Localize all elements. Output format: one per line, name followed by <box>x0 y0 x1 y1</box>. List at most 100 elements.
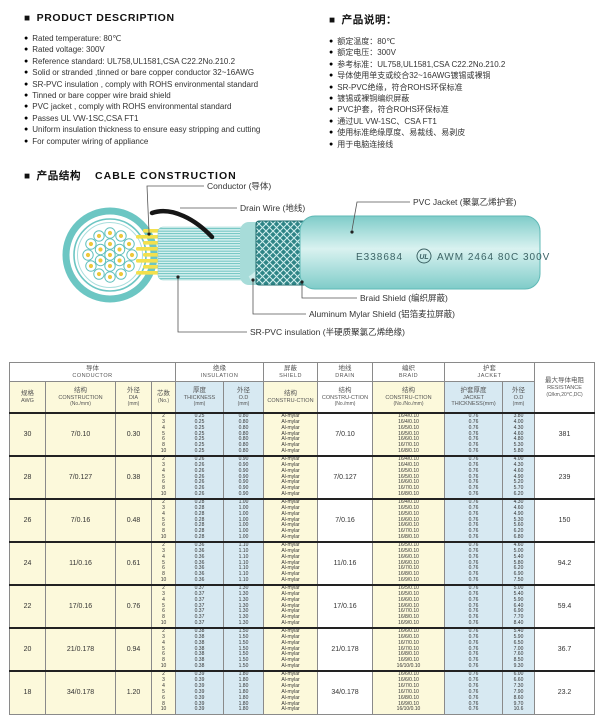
jacket-od-line: 10.6 <box>513 706 524 713</box>
cell-dia: 0.48 <box>115 498 152 543</box>
bullet-text: 镀锡或裸铜编织屏蔽 <box>337 94 410 104</box>
ins-od-line: 1.10 <box>238 542 249 549</box>
jacket-od-line: 5.80 <box>513 448 524 455</box>
square-bullet-icon: ■ <box>24 171 31 182</box>
cell-awg: 20 <box>9 627 46 672</box>
cell-braid: 16/4/0.10 16/4/0.10 16/5/0.10 16/5/0.10 16/6… <box>372 412 445 457</box>
shield-line: Al-mylar <box>281 522 300 529</box>
column-header: 结构 CONSTRU-CTION <box>263 381 318 414</box>
jacket-thickness-line: 0.76 <box>468 547 479 554</box>
cell-jacket-thickness: 0.76 0.76 0.76 0.76 0.76 0.76 0.76 <box>444 670 503 715</box>
core-count-line: 8 <box>162 700 165 707</box>
group-header: 编织 BRAID <box>372 362 445 382</box>
bullet-item-cn: ● 导体使用单支或绞合32~16AWG镀锡或裸铜 <box>329 70 594 81</box>
shield-line: Al-mylar <box>281 553 300 560</box>
jacket-od-line: 3.80 <box>513 413 524 420</box>
column-header: 外径 O.D (mm) <box>223 381 264 414</box>
ins-thickness-line: 0.38 <box>194 663 205 670</box>
cell-awg: 18 <box>9 670 46 715</box>
column-header-en: THICKNESS <box>183 394 216 401</box>
shield-line: Al-mylar <box>281 602 300 609</box>
jacket-od-line: 5.00 <box>513 585 524 592</box>
ins-thickness-line: 0.26 <box>194 456 205 463</box>
shield-line: Al-mylar <box>281 430 300 437</box>
jacket-od-line: 6.20 <box>513 528 524 535</box>
cell-cores: 2 3 4 5 6 8 10 <box>151 412 176 457</box>
cell-construction: 17/0.16 <box>45 584 116 629</box>
bullet-text: Passes UL VW-1SC,CSA FT1 <box>32 113 139 123</box>
ins-od-line: 1.80 <box>238 706 249 713</box>
shield-line: Al-mylar <box>281 577 300 584</box>
cable-cross-section <box>62 207 158 303</box>
shield-line: Al-mylar <box>281 413 300 420</box>
jacket-od-line: 4.30 <box>513 499 524 506</box>
bullet-text: 使用标准绝缘厚度、易裁线、易剥皮 <box>337 128 466 138</box>
braid-line: 16/6/0.10 <box>398 516 419 523</box>
shield-line: Al-mylar <box>281 461 300 468</box>
wire-core-dot <box>118 233 124 239</box>
shield-line: Al-mylar <box>281 651 300 658</box>
bullet-item-en: ● PVC jacket , comply with ROHS environme… <box>24 101 329 112</box>
core-count-line: 4 <box>162 639 165 646</box>
cell-shield: Al-mylar Al-mylar Al-mylar Al-mylar Al-mylar… <box>263 455 318 500</box>
ins-thickness-line: 0.28 <box>194 528 205 535</box>
jacket-thickness-line: 0.76 <box>468 473 479 480</box>
braid-leader <box>301 283 357 299</box>
jacket-od-line: 4.60 <box>513 430 524 437</box>
braid-line: 16/6/0.10 <box>398 479 419 486</box>
shield-line: Al-mylar <box>281 485 300 492</box>
jacket-thickness-line: 0.76 <box>468 522 479 529</box>
cell-resistance: 239 <box>534 455 595 500</box>
cell-resistance: 23.2 <box>534 670 595 715</box>
cell-drain: 17/0.16 <box>317 584 373 629</box>
ins-thickness-line: 0.36 <box>194 547 205 554</box>
cell-ins-thickness: 0.28 0.28 0.28 0.28 0.28 0.28 0.28 <box>175 498 224 543</box>
braid-line: 16/6/0.10 <box>398 628 419 635</box>
bullet-item-en: ● Tinned or bare copper wire braid shield <box>24 90 329 101</box>
cell-construction: 7/0.16 <box>45 498 116 543</box>
shield-line: Al-mylar <box>281 479 300 486</box>
core-count-line: 2 <box>162 456 165 463</box>
bullet-item-en: ● Rated temperature: 80℃ <box>24 33 329 44</box>
braid-line: 16/6/0.10 <box>398 553 419 560</box>
core-count-line: 10 <box>160 491 167 498</box>
bullet-text: Solid or stranded ,tinned or bare copper… <box>32 68 255 78</box>
braid-line: 16/10/0.10 <box>396 706 421 713</box>
jacket-thickness-line: 0.76 <box>468 485 479 492</box>
wire-core-dot <box>107 230 113 236</box>
core-count-line: 10 <box>160 448 167 455</box>
jacket-thickness-line: 0.76 <box>468 706 479 713</box>
ins-od-line: 1.50 <box>238 633 249 640</box>
column-header-cn: 护套厚度 <box>460 386 487 394</box>
core-count-line: 10 <box>160 577 167 584</box>
shield-line: Al-mylar <box>281 590 300 597</box>
aluminum-mylar-label: Aluminum Mylar Shield (铝箔麦拉屏蔽) <box>309 309 455 319</box>
cell-jacket-od: 5.00 5.40 5.90 6.40 6.90 7.70 8.40 <box>502 584 535 629</box>
braid-line: 16/8/0.10 <box>398 694 419 701</box>
core-count-line: 5 <box>162 430 165 437</box>
bullet-icon: ● <box>329 95 334 103</box>
column-header-unit: (No./mm) <box>70 401 91 408</box>
jacket-thickness-line: 0.76 <box>468 456 479 463</box>
bullet-item-cn: ● PVC护套，符合ROHS环保标准 <box>329 104 594 115</box>
shield-line: Al-mylar <box>281 510 300 517</box>
cell-jacket-od: 5.40 5.90 6.50 7.00 7.60 8.50 9.30 <box>502 627 535 672</box>
bullet-item-en: ● Reference standard: UL758,UL1581,CSA C2… <box>24 56 329 67</box>
jacket-thickness-line: 0.76 <box>468 628 479 635</box>
bullet-text: 用于电脑连接线 <box>337 139 394 149</box>
cell-jacket-od: 3.80 4.00 4.30 4.60 4.80 5.30 5.80 <box>502 412 535 457</box>
header-sub-row: 规格 AWG 结构 CONSTRUCTION (No./mm) 外径 DIA (mm) 芯数 (N… <box>9 381 595 414</box>
braid-line: 16/8/0.10 <box>398 651 419 658</box>
jacket-thickness-line: 0.76 <box>468 639 479 646</box>
bullet-item-en: ● Rated voltage: 300V <box>24 44 329 55</box>
braid-line: 16/9/0.10 <box>398 657 419 664</box>
jacket-od-line: 7.50 <box>513 577 524 584</box>
braid-line: 16/6/0.10 <box>398 559 419 566</box>
core-count-line: 10 <box>160 620 167 627</box>
ins-thickness-line: 0.38 <box>194 628 205 635</box>
wire-core-dot <box>107 274 113 280</box>
jacket-od-line: 6.20 <box>513 565 524 572</box>
product-description-title: ■ PRODUCT DESCRIPTION <box>24 12 329 24</box>
ins-od-line: 1.10 <box>238 559 249 566</box>
core-count-line: 5 <box>162 473 165 480</box>
